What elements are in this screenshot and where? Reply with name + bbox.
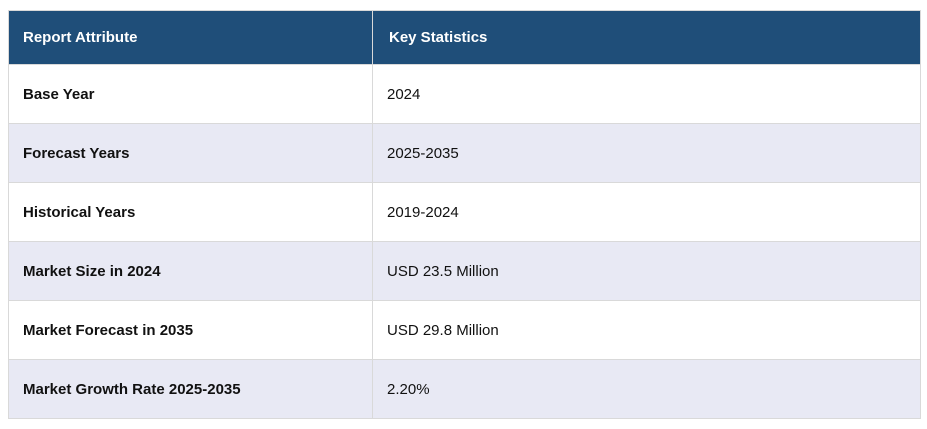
table-row-base-year: Base Year 2024 [8,64,921,124]
table-body: Base Year 2024 Forecast Years 2025-2035 … [8,64,921,419]
value-cell: USD 23.5 Million [372,241,921,301]
table-row-market-forecast-2035: Market Forecast in 2035 USD 29.8 Million [8,300,921,360]
attribute-cell: Base Year [8,64,373,124]
attribute-cell: Historical Years [8,182,373,242]
value-cell: USD 29.8 Million [372,300,921,360]
attribute-cell: Forecast Years [8,123,373,183]
attribute-cell: Market Forecast in 2035 [8,300,373,360]
table-row-forecast-years: Forecast Years 2025-2035 [8,123,921,183]
value-cell: 2.20% [372,359,921,419]
column-header-key-statistics: Key Statistics [372,10,921,65]
attribute-cell: Market Size in 2024 [8,241,373,301]
value-cell: 2024 [372,64,921,124]
attribute-cell: Market Growth Rate 2025-2035 [8,359,373,419]
value-cell: 2019-2024 [372,182,921,242]
table-row-market-size-2024: Market Size in 2024 USD 23.5 Million [8,241,921,301]
report-statistics-table: Report Attribute Key Statistics Base Yea… [8,10,921,419]
table-header: Report Attribute Key Statistics [8,10,921,65]
table-row-market-growth-rate: Market Growth Rate 2025-2035 2.20% [8,359,921,419]
header-row: Report Attribute Key Statistics [8,10,921,65]
value-cell: 2025-2035 [372,123,921,183]
table-row-historical-years: Historical Years 2019-2024 [8,182,921,242]
column-header-report-attribute: Report Attribute [8,10,373,65]
